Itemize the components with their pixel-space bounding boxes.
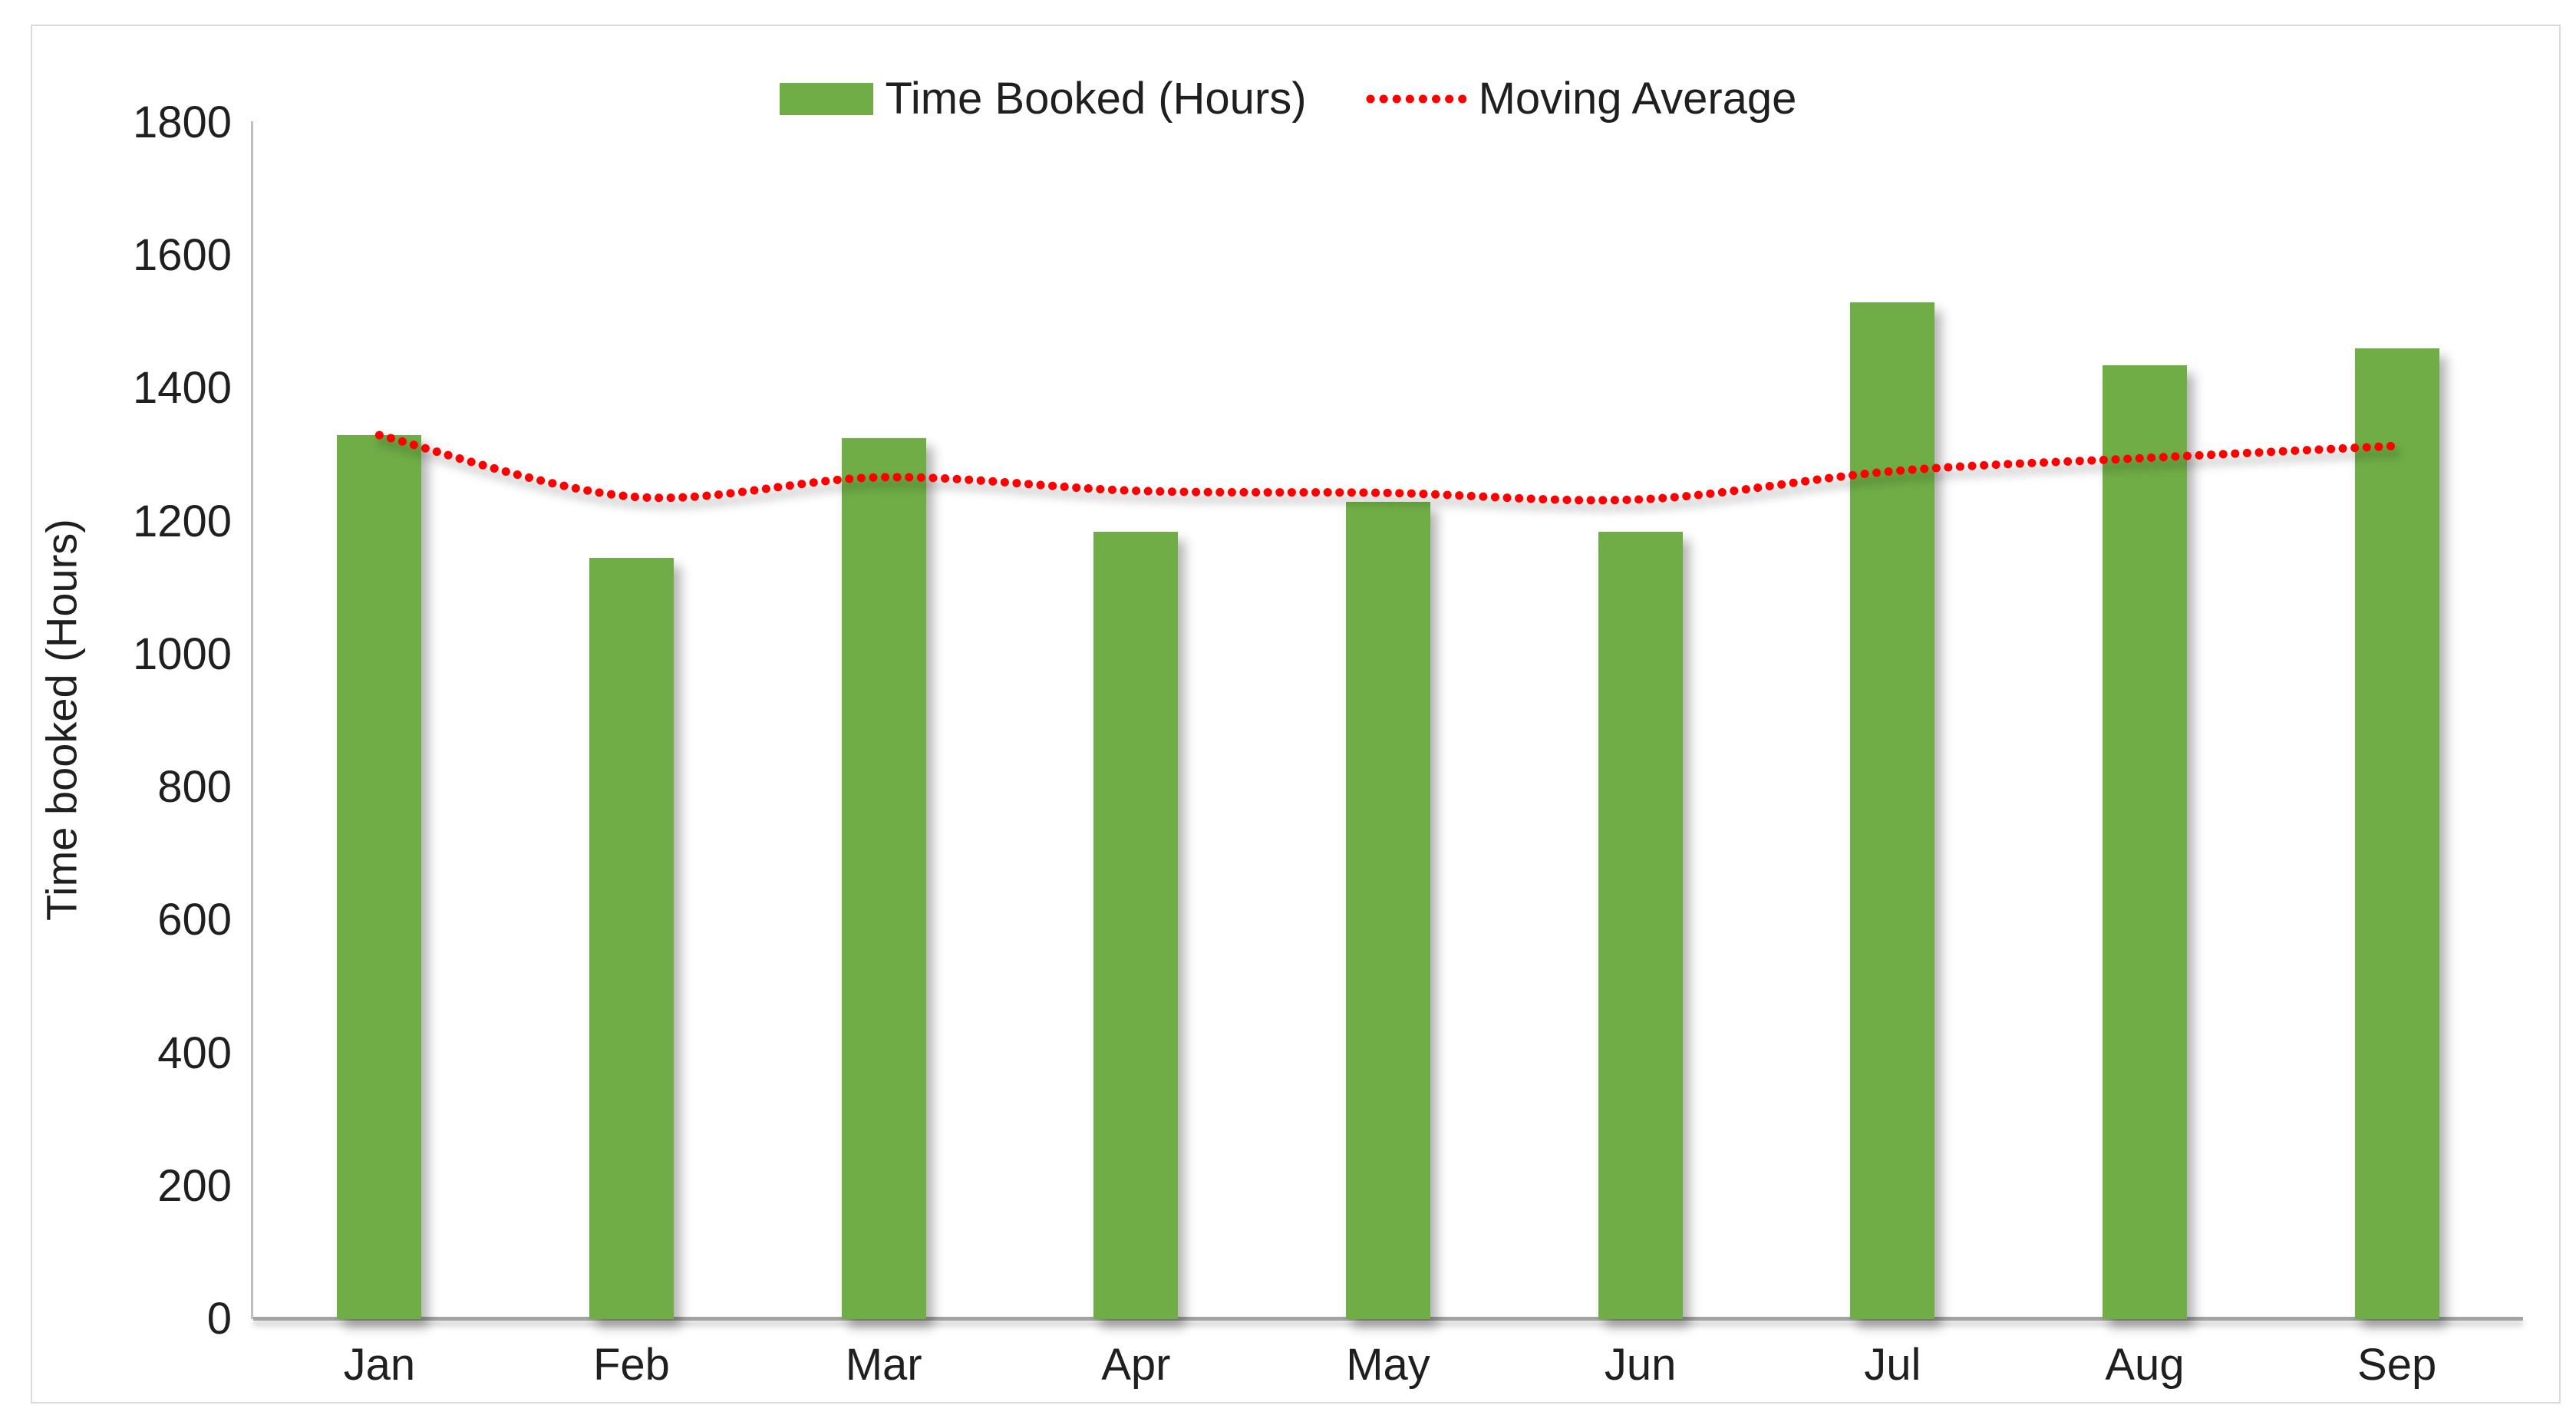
legend-dotted-line-swatch [1366, 94, 1466, 104]
y-axis-line [251, 121, 253, 1319]
legend-bar-swatch [779, 83, 873, 115]
y-tick-label-1400: 1400 [132, 363, 232, 414]
x-tick-label-feb: Feb [593, 1340, 670, 1390]
bar-aug [2103, 365, 2187, 1319]
y-tick-label-200: 200 [157, 1160, 232, 1211]
bar-jun [1598, 531, 1683, 1319]
x-tick-label-apr: Apr [1101, 1340, 1171, 1390]
x-tick-label-jul: Jul [1864, 1340, 1921, 1390]
legend-item-time-booked: Time Booked (Hours) [779, 74, 1307, 124]
bar-apr [1093, 531, 1179, 1319]
legend: Time Booked (Hours) Moving Average [0, 75, 2576, 123]
bar-sep [2354, 348, 2439, 1319]
y-tick-label-1600: 1600 [132, 230, 232, 281]
y-tick-label-1200: 1200 [132, 496, 232, 546]
y-tick-label-600: 600 [157, 895, 232, 945]
y-axis-title: Time booked (Hours) [37, 519, 86, 921]
bar-jan [337, 435, 422, 1319]
x-tick-label-may: May [1346, 1340, 1430, 1390]
y-tick-label-800: 800 [157, 762, 232, 813]
bar-mar [841, 438, 926, 1319]
legend-item-moving-average: Moving Average [1365, 74, 1797, 124]
y-tick-label-1800: 1800 [132, 97, 232, 147]
bar-may [1346, 501, 1430, 1319]
x-tick-label-mar: Mar [845, 1340, 922, 1390]
y-tick-label-1000: 1000 [132, 628, 232, 679]
y-tick-label-400: 400 [157, 1028, 232, 1078]
x-tick-label-sep: Sep [2357, 1340, 2437, 1390]
x-tick-label-jun: Jun [1604, 1340, 1677, 1390]
y-tick-label-0: 0 [206, 1294, 232, 1344]
legend-label-time-booked: Time Booked (Hours) [885, 74, 1307, 124]
bar-feb [589, 558, 674, 1319]
x-tick-label-jan: Jan [343, 1340, 416, 1390]
x-tick-label-aug: Aug [2105, 1340, 2185, 1390]
bar-jul [1850, 302, 1935, 1319]
legend-label-moving-average: Moving Average [1478, 74, 1797, 124]
